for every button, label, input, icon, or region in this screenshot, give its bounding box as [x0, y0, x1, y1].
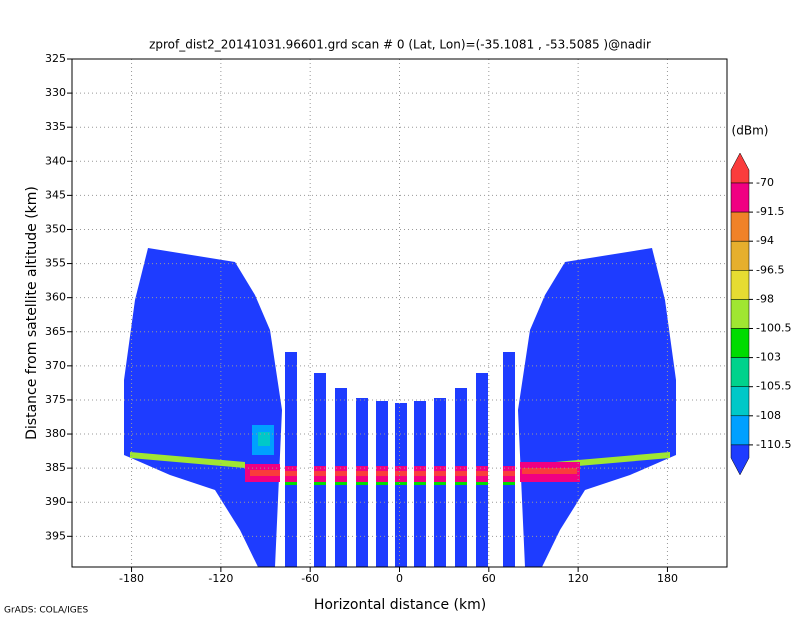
- y-tick-label: 325: [45, 52, 66, 65]
- bright-band-edge: [555, 452, 670, 468]
- colorbar-label: -70: [756, 176, 774, 189]
- bright-band-base: [285, 482, 297, 485]
- bright-band-base: [455, 482, 467, 485]
- radar-field: [124, 248, 676, 567]
- x-tick-label: 60: [482, 572, 496, 585]
- bright-band-base: [356, 482, 368, 485]
- y-tick-label: 365: [45, 325, 66, 338]
- colorbar-label: -96.5: [756, 263, 784, 276]
- bright-band-edge: [130, 452, 245, 468]
- colorbar-label: -94: [756, 234, 774, 247]
- x-tick-label: -60: [301, 572, 319, 585]
- colorbar-segment: [730, 299, 750, 329]
- bright-band-base: [314, 482, 326, 485]
- x-tick-label: 120: [568, 572, 589, 585]
- colorbar-unit: (dBm): [732, 124, 769, 138]
- colorbar-label: -110.5: [756, 438, 791, 451]
- bright-band-base: [335, 482, 347, 485]
- y-tick-label: 350: [45, 222, 66, 235]
- plot-frame: [71, 58, 728, 568]
- x-axis-label: Horizontal distance (km): [314, 597, 486, 613]
- y-tick-label: 395: [45, 529, 66, 542]
- bright-band-base: [395, 482, 407, 485]
- scan-stripe: [285, 352, 297, 567]
- colorbar-segment: [730, 415, 750, 446]
- y-tick-label: 360: [45, 291, 66, 304]
- colorbar-label: -98: [756, 292, 774, 305]
- colorbar-segment: [730, 270, 750, 300]
- colorbar-segment: [730, 211, 750, 242]
- cyan-patch: [258, 432, 270, 446]
- x-tick-label: -120: [208, 572, 233, 585]
- colorbar-segment: [730, 328, 750, 358]
- colorbar-label: -108: [756, 409, 781, 422]
- footer: GrADS: COLA/IGES: [4, 606, 88, 616]
- colorbar-segment: [730, 240, 750, 271]
- bright-band-core: [414, 471, 426, 476]
- bright-band-core: [503, 471, 515, 476]
- y-tick-label: 375: [45, 393, 66, 406]
- bright-band-core: [335, 471, 347, 476]
- colorbar-segment: [730, 386, 750, 417]
- bright-band-core: [522, 468, 577, 474]
- colorbar-segment: [730, 357, 750, 387]
- bright-band-core: [476, 471, 488, 476]
- bright-band-core: [434, 471, 446, 476]
- bright-band-core: [356, 471, 368, 476]
- bright-band-core: [250, 470, 280, 476]
- x-tick-label: -180: [119, 572, 144, 585]
- colorbar-segment: [730, 444, 750, 476]
- bright-band-core: [314, 471, 326, 476]
- y-tick-label: 370: [45, 359, 66, 372]
- y-tick-label: 390: [45, 495, 66, 508]
- y-tick-label: 380: [45, 427, 66, 440]
- colorbar-label: -103: [756, 351, 781, 364]
- y-tick-label: 330: [45, 86, 66, 99]
- bright-band-core: [455, 471, 467, 476]
- y-tick-label: 340: [45, 154, 66, 167]
- y-tick-label: 345: [45, 188, 66, 201]
- colorbar-label: -105.5: [756, 380, 791, 393]
- axes: -180 -120 -60 0 60 120 180 325 330 335 340 345 350 35…: [45, 52, 791, 585]
- bright-band-base: [434, 482, 446, 485]
- y-tick-label: 355: [45, 257, 66, 270]
- x-tick-label: 0: [396, 572, 403, 585]
- colorbar-label: -91.5: [756, 205, 784, 218]
- left-swath: [124, 248, 282, 567]
- colorbar-label: -100.5: [756, 322, 791, 335]
- y-tick-label: 385: [45, 461, 66, 474]
- y-axis-label: Distance from satellite altitude (km): [24, 186, 40, 440]
- x-tick-label: 180: [657, 572, 678, 585]
- scan-stripe: [503, 352, 515, 567]
- bright-band-core: [395, 471, 407, 476]
- bright-band-base: [376, 482, 388, 485]
- colorbar-segment: [730, 152, 750, 184]
- bright-band-base: [476, 482, 488, 485]
- bright-band-core: [376, 471, 388, 476]
- bright-band-base: [503, 482, 515, 485]
- bright-band-core: [285, 471, 297, 476]
- right-swath: [518, 248, 676, 567]
- y-tick-label: 335: [45, 120, 66, 133]
- bright-band-base: [414, 482, 426, 485]
- chart-title: zprof_dist2_20141031.96601.grd scan # 0 …: [149, 38, 651, 52]
- colorbar-segment: [730, 182, 750, 213]
